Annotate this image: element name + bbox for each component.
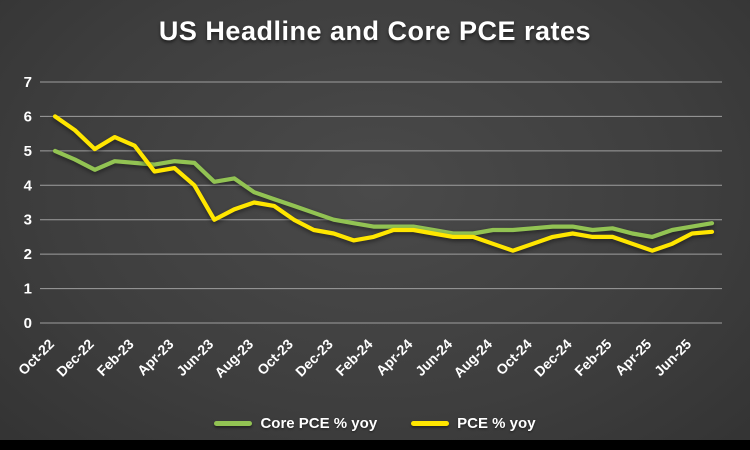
x-tick-label: Oct-24 (493, 336, 535, 378)
core-pce-legend-label: Core PCE % yoy (260, 415, 378, 432)
x-tick-label: Apr-25 (612, 336, 655, 379)
y-tick-label: 5 (24, 143, 32, 160)
x-tick-label: Dec-22 (53, 336, 97, 380)
x-tick-label: Aug-24 (450, 336, 495, 381)
x-tick-label: Dec-23 (292, 336, 336, 380)
x-tick-label: Aug-23 (211, 336, 256, 381)
x-tick-label: Jun-23 (173, 336, 216, 379)
y-tick-label: 3 (24, 212, 32, 229)
y-tick-label: 6 (24, 108, 32, 125)
x-tick-label: Oct-23 (254, 336, 296, 378)
pce-line-chart: 01234567Oct-22Dec-22Feb-23Apr-23Jun-23Au… (15, 74, 722, 381)
y-tick-label: 2 (24, 246, 32, 263)
chart-title: US Headline and Core PCE rates (158, 16, 592, 46)
x-tick-label: Oct-22 (15, 336, 57, 378)
y-tick-label: 4 (24, 177, 33, 194)
y-tick-label: 0 (24, 315, 32, 332)
legend-item-pce: PCE % yoy (411, 415, 536, 432)
bottom-bar (0, 440, 750, 450)
series-line-pce-yoy (52, 114, 715, 253)
x-tick-label: Feb-24 (332, 336, 375, 379)
y-tick-label: 7 (24, 74, 32, 91)
legend-item-core-pce: Core PCE % yoy (214, 415, 377, 432)
x-tick-label: Apr-24 (373, 336, 416, 379)
x-tick-label: Jun-25 (651, 336, 694, 379)
series-line-core-pce-yoy (52, 148, 715, 239)
x-tick-label: Jun-24 (412, 336, 455, 379)
chart-legend: Core PCE % yoy PCE % yoy (0, 415, 750, 432)
core-pce-line-swatch (214, 421, 253, 426)
x-tick-label: Feb-23 (94, 336, 137, 379)
y-tick-label: 1 (24, 281, 32, 298)
x-tick-label: Apr-23 (134, 336, 177, 379)
pce-legend-label: PCE % yoy (457, 415, 536, 432)
x-tick-label: Dec-24 (531, 336, 575, 380)
pce-line-swatch (411, 421, 450, 426)
x-tick-label: Feb-25 (571, 336, 614, 379)
